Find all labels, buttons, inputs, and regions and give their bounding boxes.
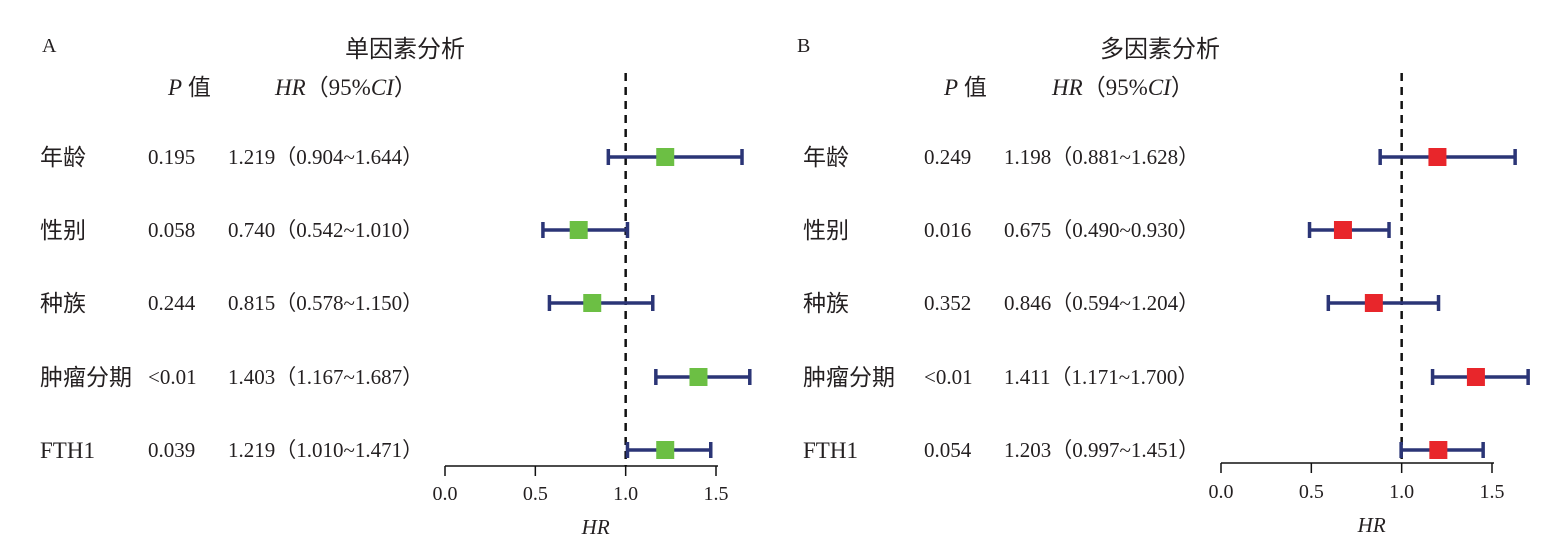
panel-a-row-p-value: 0.058 (148, 218, 195, 242)
panel-a-p-header: P 值 (167, 75, 211, 100)
panel-b-row-label: 种族 (803, 291, 849, 316)
panel-a-letter: A (42, 35, 57, 57)
panel-a-row-label: FTH1 (40, 438, 95, 463)
panel-b-row-hr-ci: 0.846（0.594~1.204） (1004, 291, 1199, 315)
panel-b-row-p-value: <0.01 (924, 365, 973, 389)
panel-a-row-hr-ci: 1.403（1.167~1.687） (228, 365, 423, 389)
panel-a-x-axis-title: HR (581, 515, 610, 539)
panel-a-x-tick-label: 1.5 (704, 483, 729, 505)
panel-b-row-p-value: 0.054 (924, 438, 972, 462)
panel-a-x-tick-label: 0.5 (523, 483, 548, 505)
panel-b-row-label: 性别 (803, 218, 849, 243)
panel-b-row-hr-ci: 1.203（0.997~1.451） (1004, 438, 1199, 462)
panel-b-row-label: 肿瘤分期 (803, 365, 895, 390)
panel-b-row-hr-ci: 0.675（0.490~0.930） (1004, 218, 1199, 242)
panel-a-row-label: 肿瘤分期 (40, 365, 132, 390)
panel-a-row-label: 种族 (40, 291, 86, 316)
panel-b-row-label: 年龄 (803, 145, 849, 170)
panel-a-x-tick-label: 0.0 (433, 483, 458, 505)
panel-b-row-hr-ci: 1.411（1.171~1.700） (1004, 365, 1198, 389)
panel-b-x-tick-label: 0.0 (1209, 481, 1234, 503)
panel-a-hr-marker (656, 148, 675, 166)
panel-a-row-label: 年龄 (40, 145, 86, 170)
panel-b-hr-marker (1429, 441, 1448, 459)
panel-b-row-label: FTH1 (803, 438, 858, 463)
panel-a-hr-marker (569, 221, 588, 239)
panel-b-x-axis-title: HR (1357, 513, 1386, 537)
panel-a-hr-marker (583, 294, 602, 312)
panel-a-row-hr-ci: 1.219（0.904~1.644） (228, 145, 423, 169)
panel-a-row-hr-ci: 1.219（1.010~1.471） (228, 438, 423, 462)
panel-b-hr-marker (1333, 221, 1352, 239)
panel-a-x-tick-label: 1.0 (613, 483, 638, 505)
panel-b-row-p-value: 0.249 (924, 145, 971, 169)
panel-a-row-hr-ci: 0.740（0.542~1.010） (228, 218, 423, 242)
panel-a-hr-header: HR（95%CI） (274, 75, 417, 100)
panel-b-letter: B (797, 35, 810, 57)
panel-b-p-header: P 值 (943, 75, 987, 100)
panel-b-title: 多因素分析 (1100, 36, 1220, 63)
panel-a-row-p-value: <0.01 (148, 365, 197, 389)
panel-b-hr-marker (1428, 148, 1447, 166)
panel-b-x-tick-label: 1.0 (1389, 481, 1414, 503)
panel-b-x-tick-label: 0.5 (1299, 481, 1324, 503)
panel-b-hr-header: HR（95%CI） (1051, 75, 1194, 100)
panel-a-hr-marker (689, 368, 708, 386)
panel-a-row-p-value: 0.244 (148, 291, 196, 315)
panel-a-title: 单因素分析 (345, 36, 465, 63)
panel-b-x-tick-label: 1.5 (1480, 481, 1505, 503)
panel-b-row-p-value: 0.016 (924, 218, 971, 242)
panel-b-hr-marker (1466, 368, 1485, 386)
panel-b-hr-marker (1364, 294, 1383, 312)
panel-a-row-label: 性别 (40, 218, 86, 243)
panel-a-row-p-value: 0.039 (148, 438, 195, 462)
panel-a-row-hr-ci: 0.815（0.578~1.150） (228, 291, 423, 315)
panel-b-row-hr-ci: 1.198（0.881~1.628） (1004, 145, 1199, 169)
panel-a-row-p-value: 0.195 (148, 145, 195, 169)
panel-b-row-p-value: 0.352 (924, 291, 971, 315)
panel-a-hr-marker (656, 441, 675, 459)
